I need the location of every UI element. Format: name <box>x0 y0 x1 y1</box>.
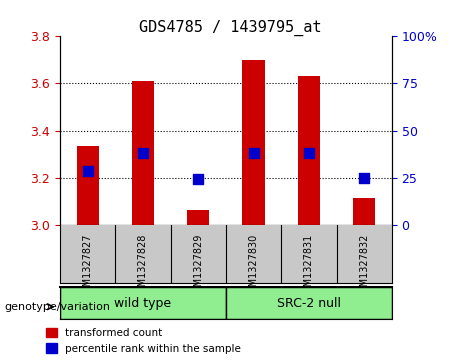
Text: GSM1327832: GSM1327832 <box>359 234 369 299</box>
Text: GDS4785 / 1439795_at: GDS4785 / 1439795_at <box>139 20 322 36</box>
Text: GSM1327829: GSM1327829 <box>193 234 203 299</box>
Text: GSM1327831: GSM1327831 <box>304 234 314 299</box>
Point <box>84 168 91 174</box>
Bar <box>132 81 154 225</box>
Bar <box>187 210 209 225</box>
Point <box>305 150 313 156</box>
Point <box>195 176 202 182</box>
Bar <box>353 198 375 225</box>
Bar <box>77 146 99 225</box>
Bar <box>60 287 226 319</box>
Text: genotype/variation: genotype/variation <box>5 302 111 312</box>
Legend: transformed count, percentile rank within the sample: transformed count, percentile rank withi… <box>42 324 245 358</box>
Point <box>250 150 257 156</box>
Text: SRC-2 null: SRC-2 null <box>277 297 341 310</box>
Text: GSM1327830: GSM1327830 <box>248 234 259 299</box>
Point <box>361 175 368 181</box>
Text: GSM1327827: GSM1327827 <box>83 234 93 299</box>
Bar <box>226 287 392 319</box>
Text: wild type: wild type <box>114 297 171 310</box>
Point <box>139 150 147 156</box>
Bar <box>242 60 265 225</box>
Text: GSM1327828: GSM1327828 <box>138 234 148 299</box>
Bar <box>298 77 320 225</box>
